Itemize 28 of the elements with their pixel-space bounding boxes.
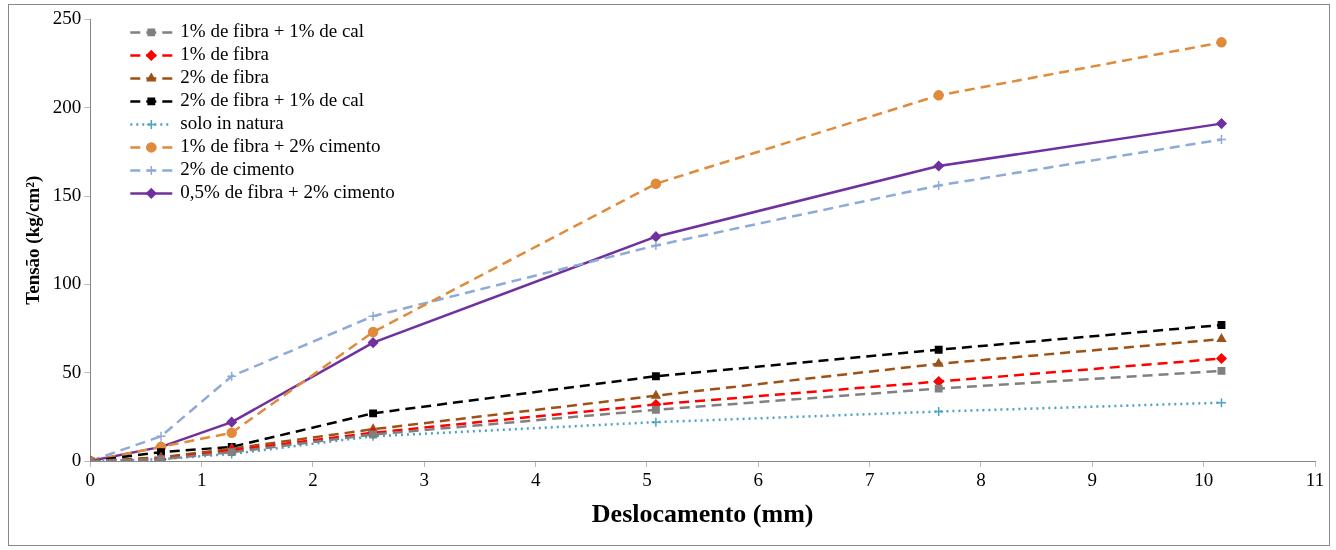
x-tick-label: 9 (1087, 469, 1098, 491)
y-tick-label: 100 (52, 272, 82, 294)
x-tick-label: 7 (864, 469, 875, 491)
legend-label: solo in natura (180, 112, 285, 134)
x-tick-label: 4 (530, 469, 541, 491)
legend-label: 0,5% de fibra + 2% cimento (180, 181, 395, 203)
x-tick-label: 3 (419, 469, 430, 491)
legend-label: 1% de fibra (180, 43, 270, 65)
x-tick-label: 5 (642, 469, 652, 491)
x-tick-label: 11 (1305, 469, 1325, 491)
y-axis-title: Tensão (kg/cm²) (22, 175, 45, 305)
x-tick-label: 0 (85, 469, 96, 491)
legend-label: 1% de fibra + 1% de cal (180, 20, 365, 42)
y-tick-label: 50 (62, 360, 82, 382)
y-tick-label: 0 (71, 448, 82, 470)
y-tick-label: 200 (52, 95, 82, 117)
x-tick-label: 10 (1194, 469, 1214, 491)
y-tick-label: 150 (52, 184, 82, 206)
legend-label: 2% de cimento (180, 158, 295, 180)
legend-label: 2% de fibra (180, 66, 270, 88)
x-tick-label: 1 (196, 469, 207, 491)
legend-label: 1% de fibra + 2% cimento (180, 135, 381, 157)
x-tick-label: 2 (308, 469, 318, 491)
x-axis-title: Deslocamento (mm) (591, 499, 814, 529)
y-tick-label: 250 (52, 7, 82, 29)
legend-label: 2% de fibra + 1% de cal (180, 89, 365, 111)
x-tick-label: 8 (976, 469, 986, 491)
x-tick-label: 6 (753, 469, 764, 491)
